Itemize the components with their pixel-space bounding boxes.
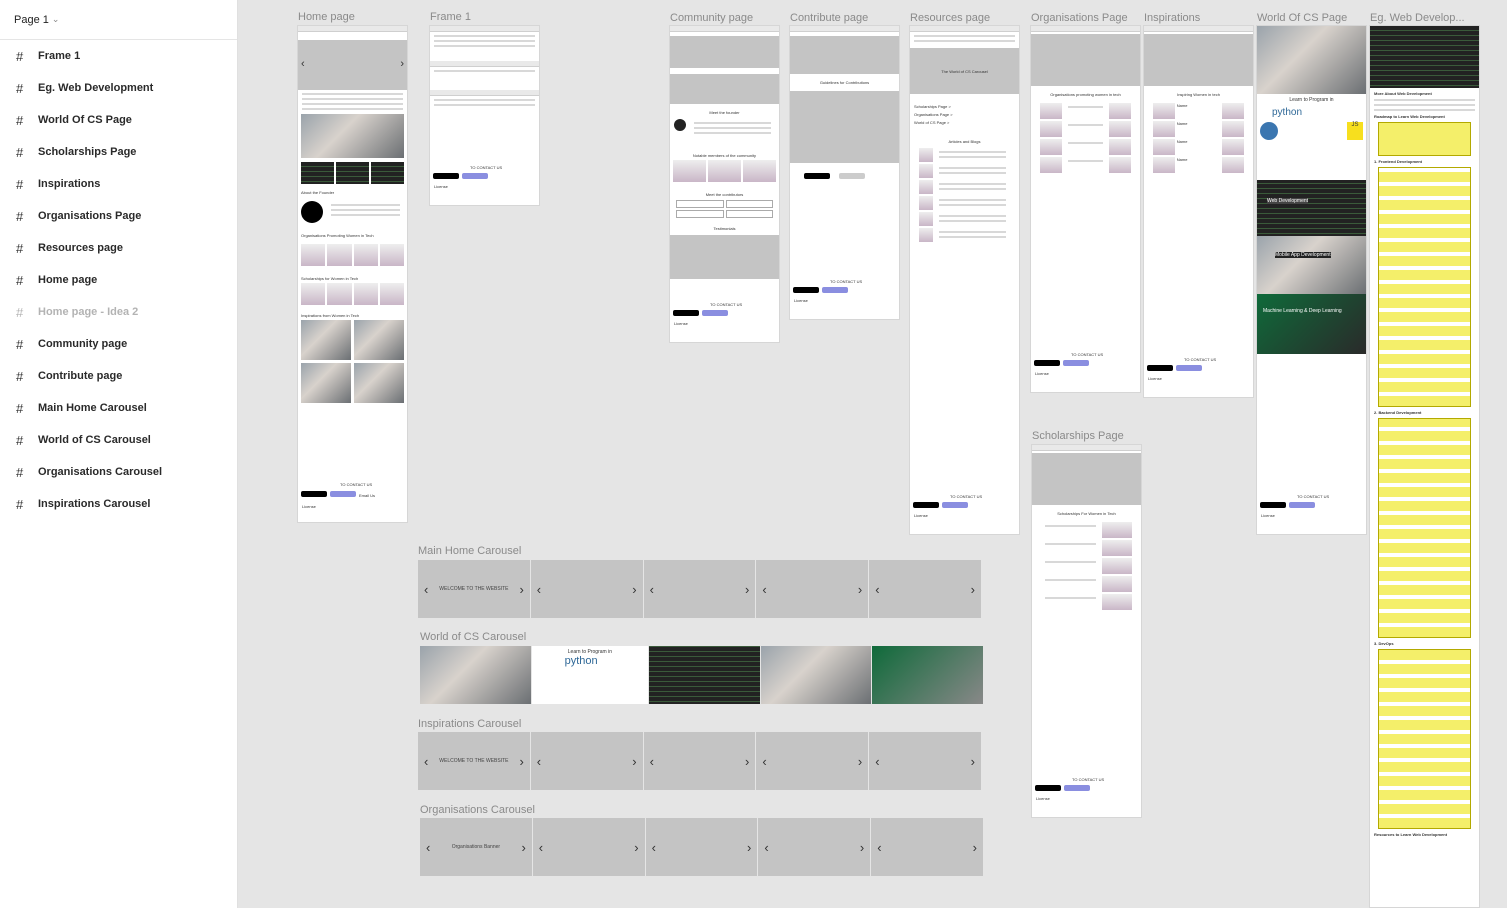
layer-label: World of CS Carousel [38, 434, 151, 446]
layer-item[interactable]: # Community page [0, 328, 237, 360]
layer-item[interactable]: # Contribute page [0, 360, 237, 392]
layer-label: Organisations Carousel [38, 466, 163, 478]
frame-label-worldcs-carousel[interactable]: World of CS Carousel [420, 631, 527, 643]
frame-hash-icon: # [16, 112, 24, 128]
layer-list: # Frame 1 # Eg. Web Development # World Of CS… [0, 40, 237, 520]
frame-home-page[interactable]: ‹ › About the Founder Organisations Promo… [297, 25, 408, 523]
layer-label: Organisations Page [38, 210, 142, 222]
frame-label-organisations-carousel[interactable]: Organisations Carousel [420, 804, 535, 816]
frame-hash-icon: # [16, 464, 24, 480]
layer-item[interactable]: # World Of CS Page [0, 104, 237, 136]
frame-scholarships-page[interactable]: Scholarships For Women in Tech TO CONTAC… [1031, 444, 1142, 818]
design-canvas[interactable]: Home page ‹ › About the Founder Organisat… [238, 0, 1507, 908]
layer-item[interactable]: # Scholarships Page [0, 136, 237, 168]
frame-organisations-page[interactable]: Organisations promoting women in tech TO… [1030, 25, 1141, 393]
frame-hash-icon: # [16, 48, 24, 64]
layer-label: World Of CS Page [38, 114, 132, 126]
layer-item[interactable]: # Inspirations [0, 168, 237, 200]
page-selector[interactable]: Page 1 ⌄ [0, 0, 237, 40]
layer-item[interactable]: # Home page - Idea 2 [0, 296, 237, 328]
frame-hash-icon: # [16, 400, 24, 416]
layer-label: Eg. Web Development [38, 82, 154, 94]
main-home-carousel[interactable]: ‹ WELCOME TO THE WEBSITE › ‹ › ‹ › ‹ › ‹ › [418, 560, 982, 618]
layer-label: Scholarships Page [38, 146, 137, 158]
frame-label-webdev[interactable]: Eg. Web Develop... [1370, 12, 1465, 24]
frame-label-home[interactable]: Home page [298, 11, 355, 23]
layer-label: Frame 1 [38, 50, 81, 62]
layers-panel: Page 1 ⌄ # Frame 1 # Eg. Web Development # Wo… [0, 0, 238, 908]
home-footer: TO CONTACT US Email Us License [301, 482, 376, 509]
layer-label: Home page - Idea 2 [38, 306, 139, 318]
frame-hash-icon: # [16, 208, 24, 224]
layer-item[interactable]: # Organisations Page [0, 200, 237, 232]
layer-label: Home page [38, 274, 98, 286]
home-inspirations-heading: Inspirations from Women in Tech [301, 313, 360, 318]
frame-hash-icon: # [16, 336, 24, 352]
home-orgs-heading: Organisations Promoting Women in Tech [301, 233, 374, 238]
layer-item[interactable]: # Main Home Carousel [0, 392, 237, 424]
frame-label-worldcs[interactable]: World Of CS Page [1257, 12, 1348, 24]
layer-label: Inspirations [38, 178, 101, 190]
frame-hash-icon: # [16, 368, 24, 384]
layer-item[interactable]: # Resources page [0, 232, 237, 264]
frame-label-main-carousel[interactable]: Main Home Carousel [418, 545, 522, 557]
frame-hash-icon: # [16, 176, 24, 192]
layer-label: Inspirations Carousel [38, 498, 151, 510]
frame-hash-icon: # [16, 240, 24, 256]
layer-item[interactable]: # Inspirations Carousel [0, 488, 237, 520]
frame-hash-icon: # [16, 304, 24, 320]
layer-item[interactable]: # Organisations Carousel [0, 456, 237, 488]
home-about-founder: About the Founder [301, 190, 335, 195]
frame-label-frame1[interactable]: Frame 1 [430, 11, 471, 23]
page-selector-label: Page 1 [14, 13, 49, 26]
frame-hash-icon: # [16, 432, 24, 448]
frame-label-community[interactable]: Community page [670, 12, 754, 24]
frame-label-organisations[interactable]: Organisations Page [1031, 12, 1128, 24]
layer-item[interactable]: # Home page [0, 264, 237, 296]
frame-worldcs-page[interactable]: Learn to Program in python JS Web Develo… [1256, 25, 1367, 535]
worldcs-carousel[interactable]: Learn to Program in python [420, 646, 984, 704]
frame-hash-icon: # [16, 496, 24, 512]
home-scholarships-heading: Scholarships for Women in Tech [301, 276, 359, 281]
frame-hash-icon: # [16, 272, 24, 288]
frame-contribute-page[interactable]: Guidelines for Contributions TO CONTACT … [789, 25, 900, 320]
layer-label: Main Home Carousel [38, 402, 147, 414]
frame-resources-page[interactable]: The World of CS Carousel Scholarships Pa… [909, 25, 1020, 535]
frame-inspirations[interactable]: Inspiring Women in tech Name Name Name Name… [1143, 25, 1254, 398]
frame-frame1[interactable]: TO CONTACT US License [429, 25, 540, 206]
frame-label-scholarships[interactable]: Scholarships Page [1032, 430, 1124, 442]
layer-label: Resources page [38, 242, 123, 254]
chevron-down-icon: ⌄ [51, 14, 60, 24]
layer-item[interactable]: # Eg. Web Development [0, 72, 237, 104]
frame-label-inspirations-carousel[interactable]: Inspirations Carousel [418, 718, 522, 730]
layer-label: Contribute page [38, 370, 123, 382]
frame-community-page[interactable]: Meet the founder Notable members of the … [669, 25, 780, 343]
frame-label-contribute[interactable]: Contribute page [790, 12, 869, 24]
frame-hash-icon: # [16, 80, 24, 96]
inspirations-carousel[interactable]: ‹ WELCOME TO THE WEBSITE › ‹ › ‹ › ‹ › ‹ › [418, 732, 982, 790]
layer-label: Community page [38, 338, 128, 350]
frame-webdev-page[interactable]: More About Web Development Roadmap to Le… [1369, 25, 1480, 908]
layer-item[interactable]: # World of CS Carousel [0, 424, 237, 456]
layer-item[interactable]: # Frame 1 [0, 40, 237, 72]
frame-label-resources[interactable]: Resources page [910, 12, 991, 24]
frame-hash-icon: # [16, 144, 24, 160]
frame-label-inspirations[interactable]: Inspirations [1144, 12, 1201, 24]
organisations-carousel[interactable]: ‹ Organisations Banner › ‹ › ‹ › ‹ › ‹ › [420, 818, 984, 876]
